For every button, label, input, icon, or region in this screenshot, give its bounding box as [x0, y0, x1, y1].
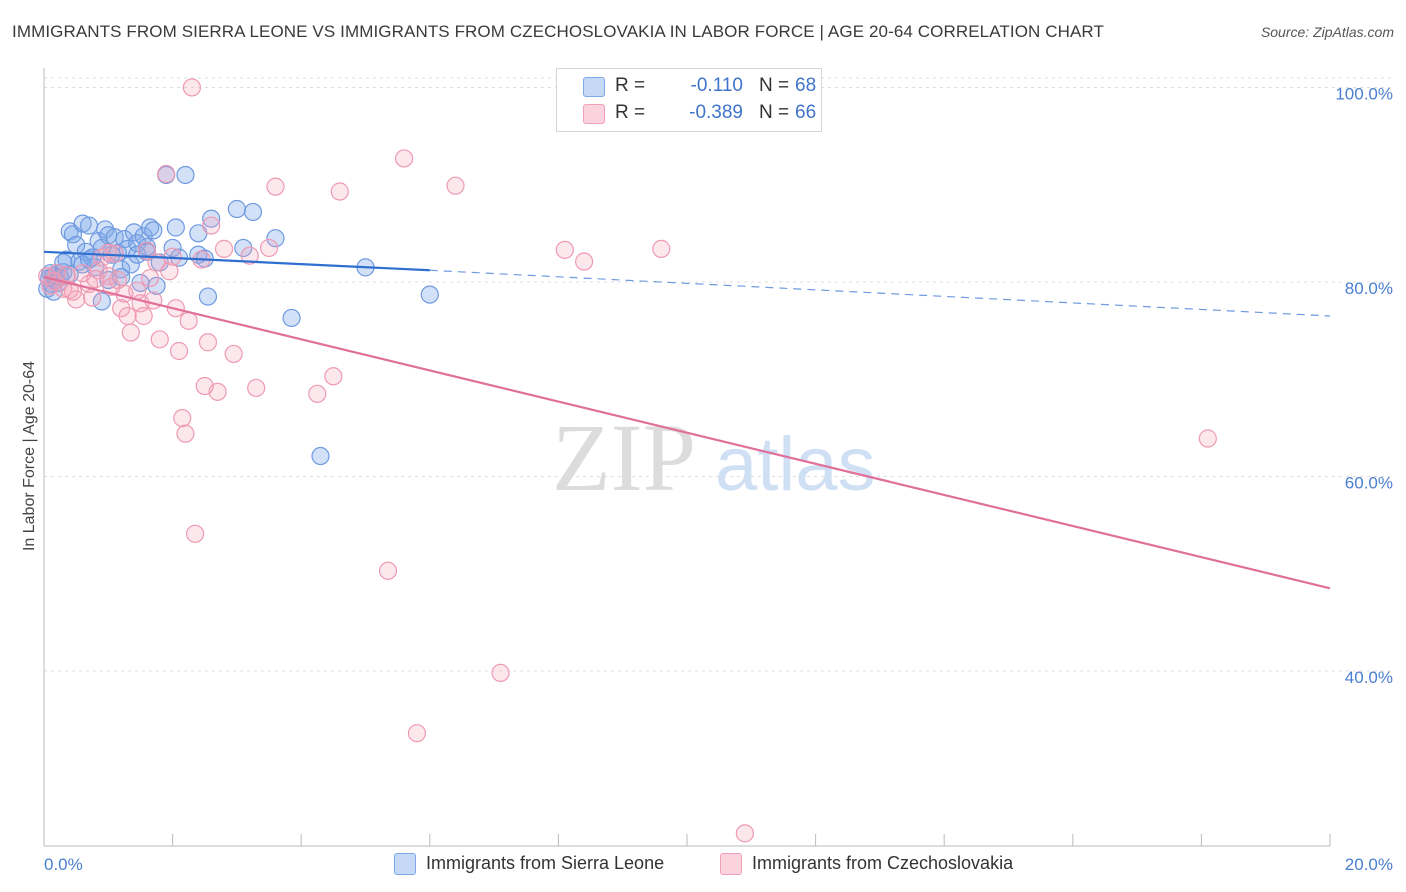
- point-czechoslovakia-34: [176, 424, 195, 443]
- point-sierra-leone-51: [266, 229, 285, 248]
- point-czechoslovakia-41: [208, 382, 227, 401]
- legend-r-value: -0.110: [690, 75, 743, 96]
- point-sierra-leone-60: [92, 292, 111, 311]
- point-sierra-leone-50: [243, 202, 263, 222]
- point-czechoslovakia-22: [134, 306, 153, 326]
- point-czechoslovakia-32: [169, 341, 189, 361]
- y-tick-label-1: 60.0%: [1345, 473, 1393, 492]
- legend-n-value: 66: [795, 102, 817, 123]
- point-czechoslovakia-60: [1198, 429, 1217, 448]
- point-czechoslovakia-55: [491, 663, 510, 682]
- y-axis-title: In Labor Force | Age 20-64: [21, 361, 38, 551]
- y-tick-labels: 40.0% 60.0% 80.0% 100.0%: [1335, 84, 1393, 687]
- point-sierra-leone-52: [282, 308, 301, 328]
- point-sierra-leone-47: [198, 287, 218, 306]
- point-czechoslovakia-57: [575, 252, 594, 271]
- point-sierra-leone-42: [166, 218, 185, 237]
- legend-swatch-pink: [583, 104, 605, 124]
- point-czechoslovakia-28: [157, 164, 176, 184]
- point-czechoslovakia-25: [144, 291, 163, 310]
- point-czechoslovakia-53: [407, 724, 427, 743]
- y-tick-label-2: 80.0%: [1345, 279, 1393, 298]
- point-czechoslovakia-64: [179, 311, 198, 330]
- y-tick-label-0: 40.0%: [1345, 668, 1393, 687]
- point-czechoslovakia-59: [735, 824, 754, 843]
- legend-n-value: 68: [795, 75, 817, 96]
- x-tick-labels: 0.0% 20.0%: [44, 855, 1393, 874]
- point-sierra-leone-36: [140, 218, 160, 237]
- point-sierra-leone-46: [202, 209, 221, 228]
- point-czechoslovakia-6: [60, 280, 79, 299]
- point-sierra-leone-48: [227, 199, 246, 219]
- point-czechoslovakia-45: [247, 378, 266, 398]
- legend-n-label: N =: [759, 75, 790, 96]
- point-czechoslovakia-49: [324, 367, 343, 386]
- point-czechoslovakia-54: [446, 176, 465, 195]
- watermark-atlas: atlas: [715, 422, 876, 507]
- point-czechoslovakia-40: [202, 216, 221, 235]
- point-sierra-leone-22: [95, 220, 115, 239]
- point-czechoslovakia-51: [378, 561, 398, 580]
- point-czechoslovakia-62: [86, 269, 105, 289]
- watermark-zip: ZIP: [552, 404, 696, 511]
- x-tick-label-1: 20.0%: [1345, 855, 1393, 874]
- point-czechoslovakia-48: [308, 384, 327, 403]
- point-czechoslovakia-50: [330, 182, 349, 201]
- source-label: Source: ZipAtlas.com: [1260, 24, 1394, 40]
- point-czechoslovakia-56: [555, 240, 574, 259]
- trend-lines: [43, 250, 1331, 590]
- point-czechoslovakia-61: [99, 243, 118, 262]
- bottom-legend-swatch-blue: [394, 853, 416, 875]
- point-czechoslovakia-35: [182, 78, 201, 97]
- point-czechoslovakia-33: [173, 409, 192, 428]
- point-czechoslovakia-52: [394, 149, 414, 168]
- axes: [43, 68, 1330, 847]
- legend-n-label: N =: [759, 102, 790, 123]
- point-czechoslovakia-43: [224, 344, 243, 364]
- point-czechoslovakia-27: [150, 330, 169, 349]
- point-sierra-leone-15: [73, 214, 92, 233]
- point-czechoslovakia-63: [115, 284, 134, 303]
- trend-line-czechoslovakia: [43, 276, 1331, 590]
- point-czechoslovakia-10: [83, 288, 102, 307]
- legend-r-label: R =: [615, 75, 646, 96]
- chart-title: IMMIGRANTS FROM SIERRA LEONE VS IMMIGRAN…: [12, 22, 1104, 41]
- watermark: ZIP atlas: [552, 404, 876, 511]
- trend-line-sierra-leone-extension: [429, 269, 1331, 317]
- point-czechoslovakia-42: [214, 239, 234, 258]
- point-czechoslovakia-18: [118, 306, 137, 326]
- bottom-legend-label: Immigrants from Sierra Leone: [426, 853, 665, 873]
- point-sierra-leone-17: [79, 216, 99, 235]
- point-czechoslovakia-47: [266, 177, 285, 196]
- x-tick-label-0: 0.0%: [44, 855, 83, 874]
- point-czechoslovakia-19: [121, 323, 140, 342]
- legend-swatch-blue: [583, 77, 605, 97]
- point-czechoslovakia-39: [198, 333, 218, 352]
- point-czechoslovakia-36: [186, 524, 205, 543]
- y-tick-label-3: 100.0%: [1335, 84, 1393, 103]
- legend-r-label: R =: [615, 102, 646, 123]
- point-sierra-leone-55: [420, 285, 439, 304]
- point-sierra-leone-37: [144, 221, 163, 240]
- point-czechoslovakia-23: [137, 241, 156, 260]
- legend-r-value: -0.389: [689, 102, 743, 123]
- bottom-legend-swatch-pink: [720, 853, 742, 875]
- point-sierra-leone-53: [311, 446, 330, 466]
- point-czechoslovakia-44: [240, 246, 259, 265]
- point-sierra-leone-43: [176, 165, 195, 185]
- point-czechoslovakia-46: [259, 238, 279, 258]
- trend-line-sierra-leone: [43, 250, 430, 272]
- point-czechoslovakia-29: [160, 262, 179, 281]
- point-czechoslovakia-58: [652, 239, 671, 258]
- point-czechoslovakia-24: [140, 268, 160, 288]
- bottom-legend-label: Immigrants from Czechoslovakia: [752, 853, 1014, 873]
- correlation-legend: R = -0.110 N = 68 R = -0.389 N = 66: [556, 68, 822, 132]
- point-sierra-leone-35: [137, 237, 156, 257]
